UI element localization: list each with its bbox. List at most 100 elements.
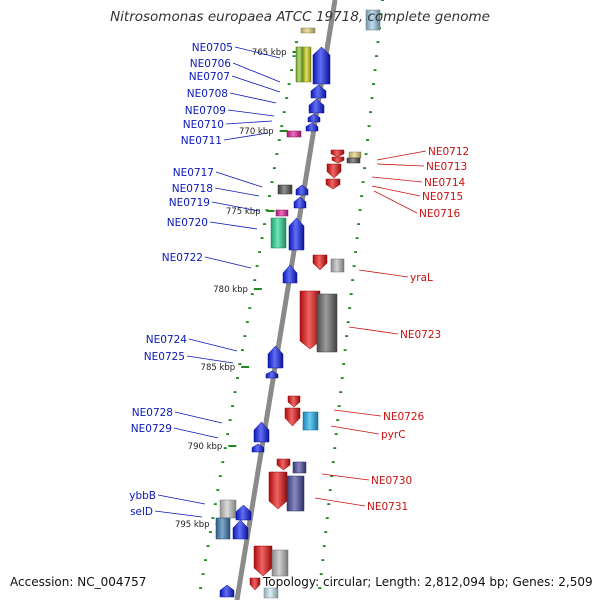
reverse-track-dot (340, 377, 344, 379)
forward-track-dot (290, 69, 294, 71)
reverse-gene (299, 290, 321, 350)
ruler-label: 775 kbp (226, 207, 261, 217)
forward-track-dot (208, 531, 212, 533)
forward-gene-label: NE0709 (185, 105, 226, 117)
forward-gene (232, 519, 249, 540)
forward-track-dot (216, 489, 220, 491)
reverse-gene-label: NE0716 (419, 208, 461, 220)
forward-track-dot (280, 125, 284, 127)
reverse-track-dot (342, 363, 346, 365)
forward-track-dot (282, 111, 286, 113)
reverse-track-dot (373, 69, 377, 71)
label-leader (173, 427, 219, 439)
label-leader (186, 355, 234, 364)
ruler-label: 780 kbp (213, 285, 248, 295)
label-leader (232, 62, 281, 83)
accession-text: Accession: NC_004757 (10, 575, 147, 589)
forward-track-dot (285, 97, 289, 99)
map-title: Nitrosomonas europaea ATCC 19718, comple… (110, 9, 490, 25)
gene-block (346, 157, 361, 164)
forward-track-dot (270, 181, 274, 183)
label-leader (358, 269, 409, 278)
label-leader (373, 190, 418, 214)
forward-gene-label: NE0720 (167, 217, 208, 229)
forward-track-dot (240, 349, 244, 351)
forward-track-dot (263, 223, 267, 225)
forward-track-dot (228, 419, 232, 421)
reverse-gene (312, 254, 328, 271)
forward-gene (308, 98, 325, 114)
gene-block (365, 9, 381, 31)
label-leader (215, 171, 263, 188)
reverse-gene-label: yraL (410, 272, 433, 284)
gene-block (348, 151, 362, 159)
reverse-track-dot (379, 13, 383, 15)
forward-track-dot (206, 545, 210, 547)
forward-track-dot (213, 503, 217, 505)
reverse-gene-label: NE0730 (371, 475, 412, 487)
forward-track-dot (255, 265, 259, 267)
label-leader (348, 326, 399, 335)
forward-track-dot (272, 167, 276, 169)
ruler-label: 795 kbp (175, 520, 210, 530)
reverse-gene (268, 471, 288, 510)
reverse-gene-label: NE0726 (383, 411, 425, 423)
forward-gene (295, 184, 309, 196)
genome-backbone (234, 0, 338, 601)
forward-gene (251, 443, 265, 453)
reverse-track-dot (348, 307, 352, 309)
forward-track-dot (277, 139, 281, 141)
reverse-track-dot (328, 489, 332, 491)
reverse-gene-label: pyrC (381, 429, 406, 441)
reverse-track-dot (369, 111, 373, 113)
reverse-gene-label: NE0713 (426, 161, 467, 173)
forward-gene-label: NE0707 (189, 71, 230, 83)
forward-track-dot (260, 237, 264, 239)
forward-gene (219, 584, 235, 598)
label-leader (371, 176, 423, 183)
label-leader (333, 409, 382, 417)
label-leader (188, 338, 238, 352)
forward-track-dot (235, 377, 239, 379)
reverse-track-dot (336, 419, 340, 421)
reverse-track-dot (363, 167, 367, 169)
reverse-gene (253, 545, 273, 577)
label-leader (330, 425, 380, 435)
forward-gene-label: NE0710 (183, 119, 224, 131)
gene-block (263, 587, 279, 599)
forward-track-dot (292, 55, 296, 57)
forward-gene (312, 46, 331, 85)
forward-gene (282, 264, 298, 284)
label-leader (157, 494, 206, 505)
forward-gene (253, 421, 270, 443)
reverse-gene-label: NE0712 (428, 146, 469, 158)
forward-gene-label: NE0706 (190, 58, 232, 70)
reverse-gene-label: NE0731 (367, 501, 408, 513)
gene-block (286, 475, 305, 512)
reverse-track-dot (324, 531, 328, 533)
gene-block (271, 549, 289, 577)
label-leader (321, 473, 370, 481)
label-leader (204, 256, 252, 269)
forward-track-dot (287, 83, 291, 85)
forward-track-dot (238, 363, 242, 365)
forward-track-dot (201, 573, 205, 575)
forward-track-dot (218, 475, 222, 477)
forward-track-dot (226, 433, 230, 435)
reverse-track-dot (381, 0, 384, 1)
forward-gene-label: NE0725 (144, 351, 185, 363)
label-leader (371, 185, 421, 197)
reverse-track-dot (321, 559, 325, 561)
reverse-track-dot (355, 237, 359, 239)
reverse-gene (326, 163, 342, 179)
reverse-gene (330, 149, 345, 158)
forward-track-dot (221, 461, 225, 463)
label-leader (214, 187, 260, 197)
forward-track-dot (231, 405, 235, 407)
forward-gene (293, 196, 307, 209)
label-leader (174, 411, 223, 424)
reverse-gene (325, 178, 341, 190)
reverse-gene (276, 458, 291, 471)
forward-gene-label: NE0711 (181, 135, 222, 147)
forward-track-dot (233, 391, 237, 393)
